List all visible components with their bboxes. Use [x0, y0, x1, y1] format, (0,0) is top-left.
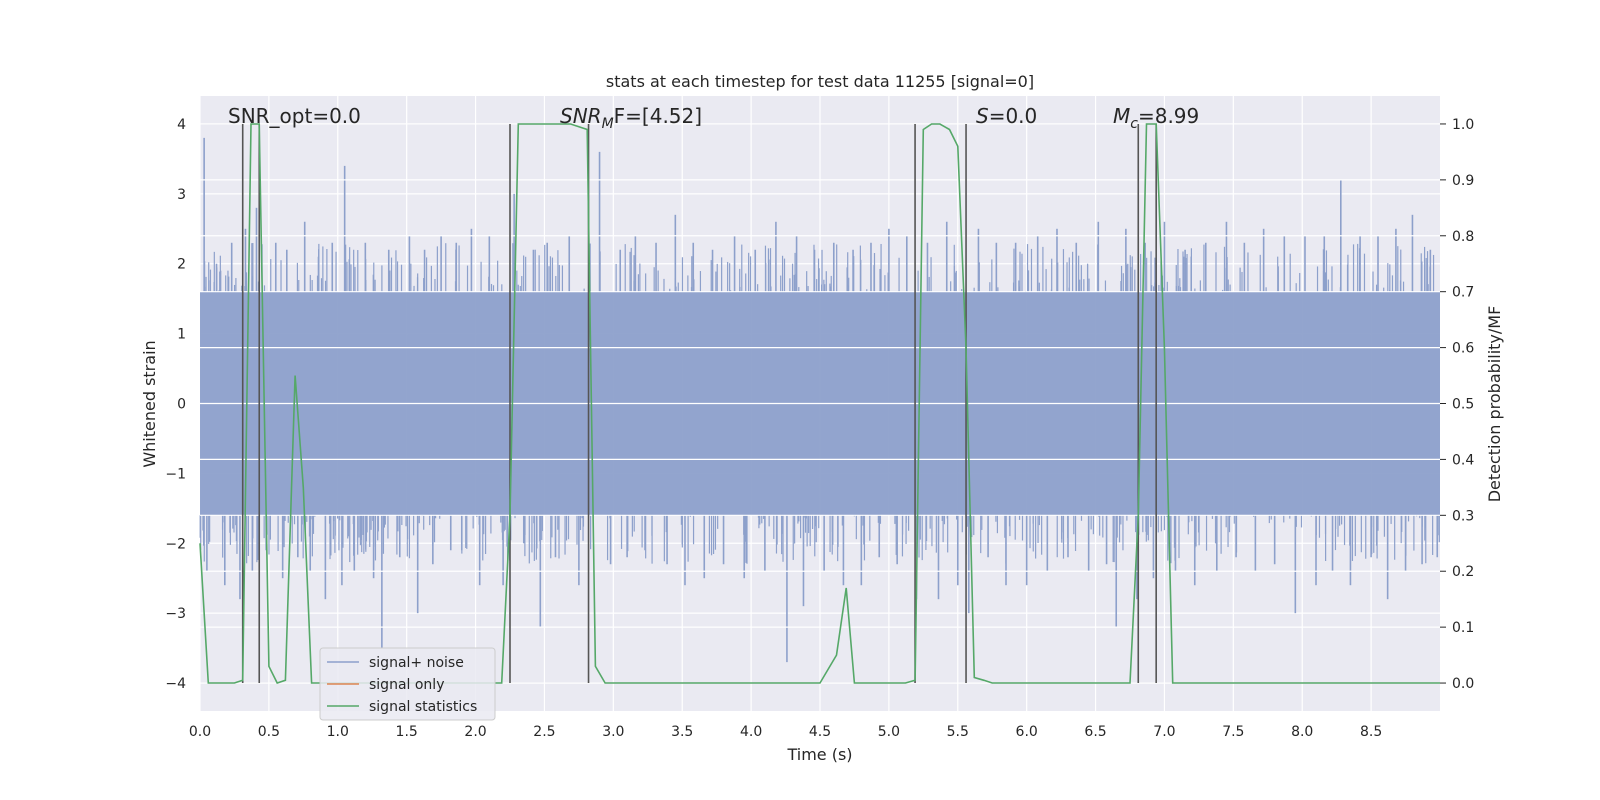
- left-y-tick-label: 1: [177, 327, 186, 343]
- x-tick-label: 2.5: [533, 724, 555, 740]
- left-y-tick-label: 2: [177, 257, 186, 273]
- annotation-mc-rest: =8.99: [1138, 104, 1199, 128]
- right-y-tick-label: 1.0: [1452, 117, 1474, 133]
- legend-box: [319, 647, 496, 721]
- right-y-axis-ticks: 0.0 0.1 0.2 0.3 0.4 0.5 0.6 0.7 0.8 0.9 1.0: [1440, 117, 1474, 692]
- x-tick-label: 5.0: [878, 724, 900, 740]
- annotation-mc-main: M: [1113, 104, 1130, 128]
- x-tick-label: 1.0: [327, 724, 349, 740]
- left-y-tick-label: 4: [177, 117, 186, 133]
- annotation-snr-mf-main: SNR: [560, 104, 602, 128]
- legend-label-signal-statistics: signal statistics: [369, 699, 477, 715]
- annotation-s: S=0.0: [976, 104, 1037, 128]
- left-y-axis-label: Whitened strain: [140, 340, 159, 467]
- x-tick-label: 3.5: [671, 724, 693, 740]
- right-y-tick-label: 0.1: [1452, 620, 1474, 636]
- left-y-tick-label: −4: [165, 676, 186, 692]
- right-y-tick-label: 0.4: [1452, 452, 1474, 468]
- x-tick-label: 7.0: [1153, 724, 1175, 740]
- right-y-tick-label: 0.7: [1452, 285, 1474, 301]
- annotation-s-rest: =0.0: [989, 104, 1038, 128]
- right-y-tick-label: 0.3: [1452, 508, 1474, 524]
- x-tick-label: 6.0: [1016, 724, 1038, 740]
- annotation-snr-mf-sub: M: [602, 116, 614, 132]
- annotation-s-main: S: [976, 104, 989, 128]
- x-tick-label: 2.0: [464, 724, 486, 740]
- x-tick-label: 1.5: [396, 724, 418, 740]
- annotation-mc-sub: c: [1130, 116, 1138, 132]
- x-tick-label: 4.0: [740, 724, 762, 740]
- x-tick-label: 0.5: [258, 724, 280, 740]
- right-y-tick-label: 0.5: [1452, 397, 1474, 413]
- annotation-mc: Mc=8.99: [1113, 104, 1199, 132]
- right-axis-gridlines: [200, 123, 1440, 684]
- chart-title: stats at each timestep for test data 112…: [606, 72, 1034, 91]
- x-tick-label: 7.5: [1222, 724, 1244, 740]
- x-tick-label: 5.5: [947, 724, 969, 740]
- legend-label-signal-only: signal only: [369, 677, 444, 693]
- legend: signal+ noise signal only signal statist…: [319, 647, 496, 721]
- annotation-snr-opt: SNR_opt=0.0: [228, 104, 361, 128]
- x-tick-label: 4.5: [809, 724, 831, 740]
- x-tick-label: 0.0: [189, 724, 211, 740]
- left-y-tick-label: 0: [177, 397, 186, 413]
- right-y-tick-label: 0.6: [1452, 341, 1474, 357]
- x-tick-label: 8.0: [1291, 724, 1313, 740]
- right-y-tick-label: 0.9: [1452, 173, 1474, 189]
- annotation-snr-mf: SNRMF=[4.52]: [560, 104, 702, 132]
- annotation-snr-mf-rest: F=[4.52]: [614, 104, 702, 128]
- x-tick-label: 3.0: [602, 724, 624, 740]
- right-y-axis-label: Detection probability/MF: [1485, 306, 1504, 503]
- right-y-tick-label: 0.0: [1452, 676, 1474, 692]
- left-y-axis-ticks: −4 −3 −2 −1 0 1 2 3 4: [165, 117, 186, 692]
- legend-label-signal-noise: signal+ noise: [369, 655, 464, 671]
- right-y-tick-label: 0.8: [1452, 229, 1474, 245]
- left-y-tick-label: −1: [165, 466, 186, 482]
- left-y-tick-label: 3: [177, 187, 186, 203]
- x-tick-label: 8.5: [1360, 724, 1382, 740]
- series-signal-statistics: [199, 123, 1440, 684]
- x-axis-ticks: 0.0 0.5 1.0 1.5 2.0 2.5 3.0 3.5 4.0 4.5 5.0 5.5 6.0 6…: [189, 724, 1382, 740]
- left-y-tick-label: −2: [165, 536, 186, 552]
- right-y-tick-label: 0.2: [1452, 564, 1474, 580]
- x-axis-label: Time (s): [786, 745, 852, 764]
- x-tick-label: 6.5: [1084, 724, 1106, 740]
- left-y-tick-label: −3: [165, 606, 186, 622]
